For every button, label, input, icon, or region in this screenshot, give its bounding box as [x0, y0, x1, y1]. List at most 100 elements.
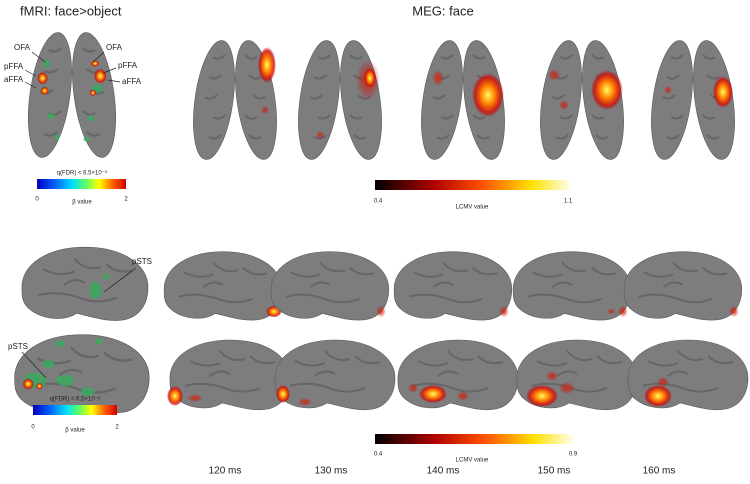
sulcus [309, 94, 323, 100]
roi-label: aFFA [4, 75, 24, 84]
sulcus [472, 54, 486, 60]
sulcus [436, 134, 450, 140]
sulcus [662, 281, 684, 288]
hemisphere [28, 32, 72, 158]
sulcus [244, 54, 258, 60]
colorbar-min: 0 [35, 197, 39, 203]
threshold: q(FDR) < 6.5×10⁻⁵ [57, 170, 108, 177]
brain-view [193, 40, 277, 160]
sulcus [638, 293, 713, 304]
colorbar-max: 2 [124, 197, 128, 203]
colorbar-min: 0 [31, 425, 35, 431]
sulcus [183, 271, 214, 278]
brain-view [651, 40, 735, 160]
sulcus [353, 134, 367, 140]
activation [258, 47, 276, 83]
sulcus [324, 350, 351, 361]
sulcus [212, 114, 226, 120]
sulcus [642, 382, 719, 393]
sulcus [643, 271, 674, 278]
hemisphere [393, 251, 513, 321]
activation [657, 377, 669, 387]
colorbar [375, 180, 570, 190]
sulcus [63, 279, 86, 286]
colorbar-min: 0.4 [374, 199, 383, 205]
sulcus [532, 271, 563, 278]
colorbar [375, 434, 573, 444]
brain-view [397, 339, 519, 411]
activation [548, 69, 560, 81]
roi-label: pSTS [132, 257, 152, 266]
brain-view [421, 40, 505, 160]
activation [37, 71, 48, 85]
sulcus [413, 271, 444, 278]
sulcus [471, 266, 498, 276]
sulcus [596, 355, 623, 365]
activation [526, 385, 558, 407]
activation [83, 137, 90, 142]
sulcus [667, 370, 689, 377]
sulcus [294, 360, 326, 367]
sulcus [591, 54, 605, 60]
sulcus [37, 292, 117, 303]
activation [55, 340, 65, 347]
sulcus [289, 382, 366, 393]
sulcus [536, 360, 568, 367]
time-label: 140 ms [427, 466, 460, 477]
hemisphere [14, 334, 150, 414]
sulcus [556, 370, 578, 377]
sulcus [248, 74, 262, 80]
hemisphere [163, 251, 283, 321]
sulcus [551, 94, 565, 100]
sulcus [559, 54, 573, 60]
activation [559, 100, 569, 110]
hemisphere [274, 339, 396, 411]
sulcus [551, 281, 573, 288]
activation [36, 382, 43, 390]
sulcus [313, 74, 327, 80]
sulcus [252, 94, 266, 100]
colorbar-max: 0.9 [569, 452, 578, 458]
sulcus [81, 46, 96, 53]
brain-view [270, 251, 390, 321]
activation [276, 385, 290, 403]
sulcus [666, 134, 680, 140]
brain-view [627, 339, 749, 411]
leader-lines [21, 51, 137, 379]
sulcus [317, 54, 331, 60]
sulcus [472, 114, 486, 120]
activation [40, 86, 49, 95]
sulcus [447, 350, 474, 361]
sulcus [677, 350, 704, 361]
colorbar [33, 405, 117, 415]
hemisphere [21, 246, 149, 321]
sulcus [555, 134, 569, 140]
activation [42, 359, 54, 369]
hemisphere [693, 40, 735, 160]
sulcus [566, 350, 593, 361]
brains [14, 32, 749, 414]
sulcus [202, 281, 224, 288]
colorbar-max: 2 [115, 425, 119, 431]
sulcus [314, 370, 336, 377]
sulcus [73, 258, 102, 270]
hemisphere [623, 251, 743, 321]
activation [167, 386, 183, 406]
brain-view [393, 251, 513, 321]
sulcus [531, 382, 608, 393]
activation [364, 68, 376, 88]
sulcus [249, 355, 276, 365]
sulcus [559, 114, 573, 120]
sulcus [204, 94, 218, 100]
sulcus [103, 351, 133, 362]
sulcus [244, 114, 258, 120]
sulcus [290, 271, 321, 278]
activation [94, 68, 107, 84]
brain-view [512, 251, 632, 321]
brain-view [163, 251, 283, 321]
sulcus [702, 114, 716, 120]
activation [261, 106, 269, 114]
activation [559, 382, 575, 394]
sulcus [248, 134, 262, 140]
